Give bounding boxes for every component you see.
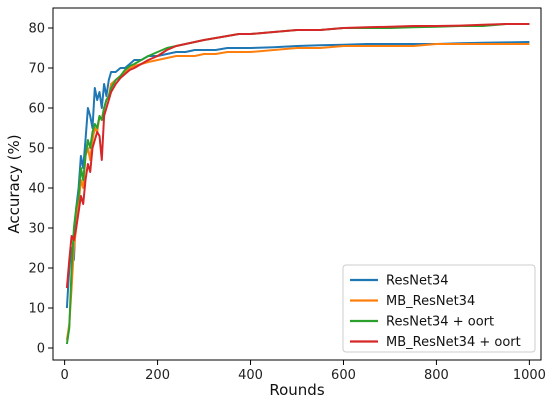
x-axis-label: Rounds bbox=[269, 381, 324, 399]
y-tick-label: 50 bbox=[28, 142, 45, 157]
legend-label: MB_ResNet34 + oort bbox=[386, 335, 521, 350]
y-tick-label: 20 bbox=[28, 262, 45, 277]
y-axis-ticks: 0 10 20 30 40 50 60 70 80 bbox=[28, 22, 53, 357]
y-tick-label: 30 bbox=[28, 222, 45, 237]
y-axis-label: Accuracy (%) bbox=[5, 134, 23, 233]
legend-box bbox=[342, 264, 536, 353]
x-axis-ticks: 0 200 400 600 800 1000 bbox=[60, 360, 546, 383]
x-tick-label: 600 bbox=[331, 368, 356, 383]
y-tick-label: 0 bbox=[37, 342, 45, 357]
legend-label: MB_ResNet34 bbox=[386, 294, 475, 309]
series-line-4 bbox=[65, 23, 530, 289]
y-tick-label: 40 bbox=[28, 182, 45, 197]
x-tick-label: 400 bbox=[238, 368, 263, 383]
legend: ResNet34 MB_ResNet34 ResNet34 + oort MB_Res… bbox=[342, 264, 536, 353]
series-line-1 bbox=[65, 41, 530, 309]
x-tick-label: 200 bbox=[145, 368, 170, 383]
y-tick-label: 80 bbox=[28, 22, 45, 37]
x-tick-label: 1000 bbox=[513, 368, 546, 383]
legend-label: ResNet34 + oort bbox=[386, 315, 494, 330]
y-tick-label: 10 bbox=[28, 302, 45, 317]
series-lines bbox=[65, 23, 530, 345]
x-tick-label: 800 bbox=[424, 368, 449, 383]
x-tick-label: 0 bbox=[60, 368, 68, 383]
y-tick-label: 60 bbox=[28, 102, 45, 117]
legend-label: ResNet34 bbox=[386, 274, 449, 289]
y-tick-label: 70 bbox=[28, 62, 45, 77]
